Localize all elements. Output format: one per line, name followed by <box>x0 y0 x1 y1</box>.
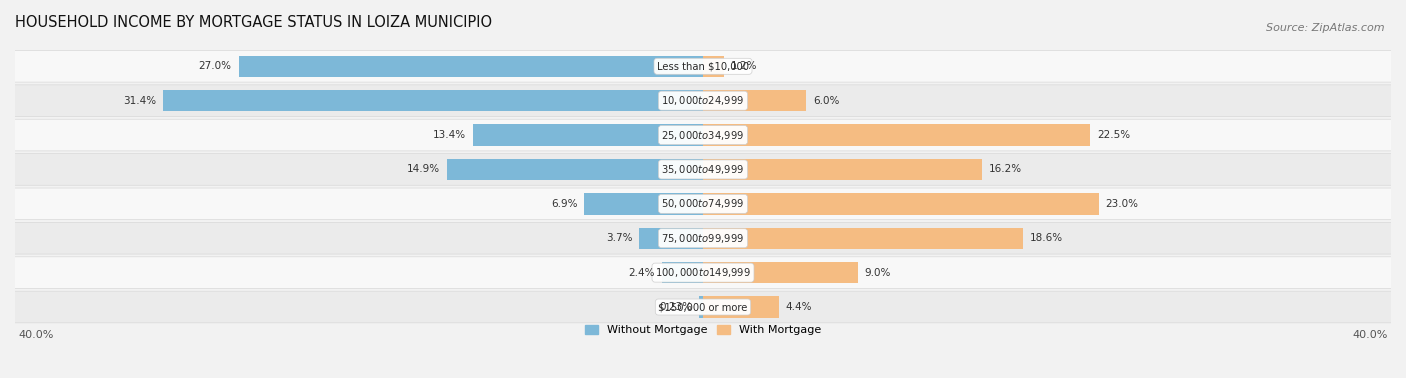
Text: $50,000 to $74,999: $50,000 to $74,999 <box>661 197 745 210</box>
Text: 0.23%: 0.23% <box>659 302 692 312</box>
Bar <box>699 296 703 318</box>
Bar <box>703 193 1098 214</box>
FancyBboxPatch shape <box>4 222 1402 254</box>
Text: 14.9%: 14.9% <box>406 164 440 175</box>
Text: 40.0%: 40.0% <box>18 330 53 340</box>
FancyBboxPatch shape <box>4 257 1402 288</box>
Text: $25,000 to $34,999: $25,000 to $34,999 <box>661 129 745 142</box>
Bar <box>447 159 703 180</box>
Text: 40.0%: 40.0% <box>1353 330 1388 340</box>
Bar <box>703 262 858 283</box>
Bar <box>163 90 703 112</box>
Text: 6.0%: 6.0% <box>813 96 839 106</box>
Text: Less than $10,000: Less than $10,000 <box>657 61 749 71</box>
FancyBboxPatch shape <box>4 85 1402 116</box>
Text: 16.2%: 16.2% <box>988 164 1022 175</box>
FancyBboxPatch shape <box>4 188 1402 220</box>
Bar <box>585 193 703 214</box>
Bar <box>239 56 703 77</box>
Text: 4.4%: 4.4% <box>786 302 813 312</box>
Bar <box>703 56 724 77</box>
FancyBboxPatch shape <box>4 51 1402 82</box>
Bar <box>703 228 1024 249</box>
Bar <box>703 296 779 318</box>
Text: 2.4%: 2.4% <box>628 268 655 277</box>
Text: $150,000 or more: $150,000 or more <box>658 302 748 312</box>
Text: 9.0%: 9.0% <box>865 268 891 277</box>
Legend: Without Mortgage, With Mortgage: Without Mortgage, With Mortgage <box>585 325 821 335</box>
Bar <box>662 262 703 283</box>
Text: 23.0%: 23.0% <box>1105 199 1139 209</box>
Text: 31.4%: 31.4% <box>122 96 156 106</box>
Text: 22.5%: 22.5% <box>1097 130 1130 140</box>
FancyBboxPatch shape <box>4 119 1402 151</box>
Bar <box>703 159 981 180</box>
Text: 1.2%: 1.2% <box>731 61 756 71</box>
FancyBboxPatch shape <box>4 291 1402 323</box>
Bar <box>472 124 703 146</box>
Text: 27.0%: 27.0% <box>198 61 232 71</box>
Bar <box>703 124 1090 146</box>
Text: 6.9%: 6.9% <box>551 199 578 209</box>
Text: 3.7%: 3.7% <box>606 233 633 243</box>
Text: $35,000 to $49,999: $35,000 to $49,999 <box>661 163 745 176</box>
Text: 13.4%: 13.4% <box>433 130 465 140</box>
Bar <box>640 228 703 249</box>
Text: 18.6%: 18.6% <box>1029 233 1063 243</box>
Text: $100,000 to $149,999: $100,000 to $149,999 <box>655 266 751 279</box>
FancyBboxPatch shape <box>4 153 1402 185</box>
Text: HOUSEHOLD INCOME BY MORTGAGE STATUS IN LOIZA MUNICIPIO: HOUSEHOLD INCOME BY MORTGAGE STATUS IN L… <box>15 15 492 30</box>
Text: $10,000 to $24,999: $10,000 to $24,999 <box>661 94 745 107</box>
Text: Source: ZipAtlas.com: Source: ZipAtlas.com <box>1267 23 1385 33</box>
Text: $75,000 to $99,999: $75,000 to $99,999 <box>661 232 745 245</box>
Bar <box>703 90 806 112</box>
